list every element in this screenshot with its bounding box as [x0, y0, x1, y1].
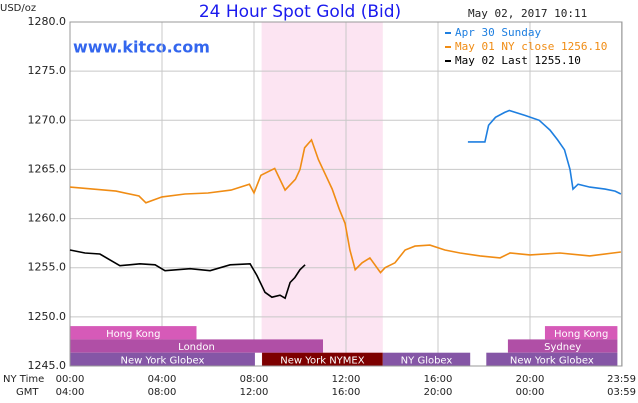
y-tick-label: 1275.0 — [28, 64, 67, 77]
series-line — [69, 249, 306, 300]
x-tick-label: 12:00 — [332, 374, 361, 385]
subtitle: www.kitco.com — [73, 38, 210, 57]
x2-tick-label: 03:59 — [607, 387, 636, 398]
x-axis-label: NY Time — [3, 374, 44, 385]
x2-tick-label: 16:00 — [332, 387, 361, 398]
x-tick-label: 23:59 — [607, 374, 636, 385]
x2-tick-label: 12:00 — [240, 387, 269, 398]
session-label: Hong Kong — [106, 329, 160, 340]
x-tick-label: 20:00 — [516, 374, 545, 385]
chart-title: 24 Hour Spot Gold (Bid) — [199, 2, 401, 22]
session-label: New York Globex — [510, 355, 594, 366]
session-bar — [544, 326, 618, 340]
legend-swatch — [445, 60, 451, 62]
highlight-band — [261, 22, 383, 366]
session-label: New York NYMEX — [280, 355, 365, 366]
session-label: London — [178, 342, 215, 353]
x2-tick-label: 20:00 — [424, 387, 453, 398]
session-bar — [70, 352, 255, 366]
x2-tick-label: 08:00 — [148, 387, 177, 398]
y-axis-label: USD/oz — [0, 3, 36, 14]
y-tick-label: 1245.0 — [28, 359, 67, 372]
session-bar — [486, 352, 618, 366]
session-bar — [70, 326, 197, 340]
x2-tick-label: 00:00 — [516, 387, 545, 398]
x-tick-label: 04:00 — [148, 374, 177, 385]
legend-swatch — [445, 32, 451, 34]
legend-swatch — [445, 46, 451, 48]
legend-label: May 02 Last 1255.10 — [455, 54, 581, 67]
series-line — [467, 109, 622, 195]
x-tick-label: 16:00 — [424, 374, 453, 385]
session-bar — [70, 339, 323, 353]
x2-tick-label: 04:00 — [56, 387, 85, 398]
legend-label: May 01 NY close 1256.10 — [455, 40, 607, 53]
session-label: Sydney — [544, 342, 581, 353]
session-label: New York Globex — [121, 355, 205, 366]
y-tick-label: 1280.0 — [28, 15, 67, 28]
x-tick-label: 08:00 — [240, 374, 269, 385]
x2-axis-label: GMT — [16, 387, 39, 398]
session-bar — [507, 339, 618, 353]
session-bar — [262, 352, 383, 366]
y-tick-label: 1260.0 — [28, 212, 67, 225]
y-tick-label: 1250.0 — [28, 310, 67, 323]
session-bar — [382, 352, 471, 366]
plot-border — [69, 21, 623, 367]
y-tick-label: 1265.0 — [28, 162, 67, 175]
x-tick-label: 00:00 — [56, 374, 85, 385]
y-tick-label: 1270.0 — [28, 113, 67, 126]
session-label: Hong Kong — [554, 329, 608, 340]
session-label: NY Globex — [401, 355, 453, 366]
y-tick-label: 1255.0 — [28, 261, 67, 274]
legend-label: Apr 30 Sunday — [455, 26, 541, 39]
series-line — [69, 138, 621, 274]
timestamp: May 02, 2017 10:11 — [468, 7, 587, 20]
